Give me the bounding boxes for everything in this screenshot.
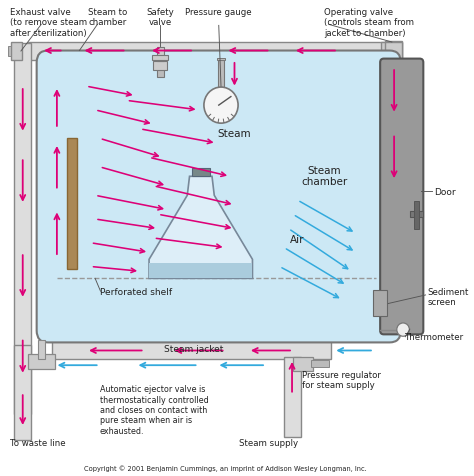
Circle shape — [397, 323, 410, 336]
Text: Operating valve
(controls steam from
jacket to chamber): Operating valve (controls steam from jac… — [324, 8, 414, 38]
Text: Pressure regulator
for steam supply: Pressure regulator for steam supply — [302, 371, 381, 390]
Bar — [385, 41, 402, 209]
Text: To waste line: To waste line — [9, 438, 65, 447]
Text: Steam: Steam — [218, 129, 251, 139]
Bar — [27, 42, 392, 60]
Bar — [157, 60, 164, 77]
Text: Safety
valve: Safety valve — [146, 8, 174, 27]
Text: Steam to
chamber: Steam to chamber — [88, 8, 128, 27]
Text: Door: Door — [435, 188, 456, 198]
FancyBboxPatch shape — [380, 59, 423, 334]
Bar — [293, 357, 313, 371]
Text: Exhaust valve
(to remove steam
after sterilization): Exhaust valve (to remove steam after ste… — [9, 8, 87, 38]
Bar — [153, 61, 167, 69]
Bar — [14, 43, 31, 414]
Bar — [10, 42, 22, 60]
Text: Automatic ejector valve is
thermostatically controlled
and closes on contact wit: Automatic ejector valve is thermostatica… — [100, 385, 209, 436]
Bar — [14, 345, 31, 440]
Bar — [284, 357, 301, 437]
FancyBboxPatch shape — [36, 50, 401, 342]
Bar — [157, 47, 164, 61]
Text: Steam
chamber: Steam chamber — [301, 166, 347, 187]
Text: Steam supply: Steam supply — [239, 438, 298, 447]
Polygon shape — [149, 263, 253, 278]
Text: Steam jacket: Steam jacket — [164, 345, 224, 354]
Bar — [381, 42, 387, 60]
Bar — [311, 360, 329, 367]
Text: Sediment
screen: Sediment screen — [428, 288, 469, 307]
Circle shape — [204, 87, 238, 123]
Bar — [67, 139, 77, 269]
Bar — [385, 42, 402, 60]
Bar — [53, 341, 331, 359]
Bar — [218, 60, 224, 96]
Bar — [8, 46, 11, 56]
Bar — [414, 201, 419, 228]
Bar — [37, 340, 45, 359]
Bar — [217, 58, 226, 60]
Text: Pressure gauge: Pressure gauge — [185, 8, 252, 17]
Polygon shape — [149, 176, 253, 278]
Bar — [192, 168, 210, 176]
Text: Perforated shelf: Perforated shelf — [100, 288, 172, 297]
Text: Thermometer: Thermometer — [405, 333, 465, 342]
Bar — [385, 42, 402, 60]
Bar — [152, 55, 168, 60]
Text: Air: Air — [290, 235, 305, 245]
Bar — [373, 290, 387, 317]
Bar — [410, 211, 423, 217]
Bar — [27, 354, 55, 368]
Text: Copyright © 2001 Benjamin Cummings, an imprint of Addison Wesley Longman, Inc.: Copyright © 2001 Benjamin Cummings, an i… — [84, 465, 367, 472]
